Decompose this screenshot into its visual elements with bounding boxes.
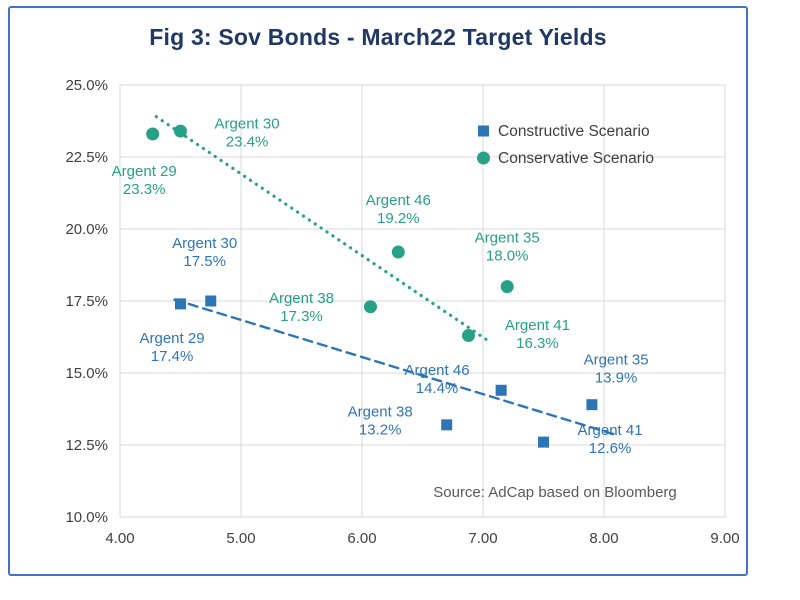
x-axis-tick-label: 8.00 [589,530,618,547]
x-axis-tick-label: 4.00 [105,530,134,547]
y-axis-tick-label: 10.0% [65,509,108,526]
data-point-square [175,298,186,310]
plot-border [119,84,726,518]
x-axis-tick-label: 5.00 [226,530,255,547]
x-axis-tick-label: 6.00 [347,530,376,547]
trendline-conservative [154,115,491,343]
x-axis-tick-label: 9.00 [710,530,739,547]
data-point-circle [363,300,377,314]
data-point-square [441,419,453,431]
y-axis-tick-label: 17.5% [65,293,108,310]
legend-label: Constructive Scenario [498,123,650,140]
chart-frame: 4.00 5.00 6.00 7.00 8.00 9.00 10.0% 12.5% 15.0% 1… [8,6,748,576]
data-point-label: Argent 29 17.4% [140,330,205,365]
y-axis-tick-label: 15.0% [65,365,108,382]
data-point-label: Argent 38 13.2% [348,404,413,439]
trendline-constructive [173,298,618,437]
chart-title: Fig 3: Sov Bonds - March22 Target Yields [149,24,607,50]
data-point-label: Argent 46 19.2% [366,192,431,227]
data-point-label: Argent 35 13.9% [584,352,649,387]
data-point-square [205,295,217,307]
data-point-label: Argent 30 17.5% [172,235,237,270]
legend-marker-square [478,125,489,137]
legend-marker-circle [477,151,490,165]
legend-label: Conservative Scenario [498,150,654,167]
data-point-label: Argent 41 12.6% [578,422,643,457]
y-axis-tick-label: 22.5% [65,149,108,166]
data-point-label: Argent 29 23.3% [112,163,177,198]
y-axis-tick-label: 20.0% [65,221,108,238]
data-point-label: Argent 35 18.0% [475,229,540,264]
data-point-circle [391,245,405,259]
data-point-label: Argent 41 16.3% [505,317,570,352]
data-point-circle [461,329,475,343]
y-axis-tick-label: 25.0% [65,77,108,94]
data-point-circle [174,124,187,138]
data-point-square [586,399,598,411]
data-point-label: Argent 30 23.4% [215,116,280,151]
y-axis-tick-label: 12.5% [65,437,108,454]
scatter-chart: 4.00 5.00 6.00 7.00 8.00 9.00 10.0% 12.5% 15.0% 1… [65,77,739,547]
source-note: Source: AdCap based on Bloomberg [433,484,677,501]
x-axis-tick-label: 7.00 [468,530,497,547]
data-point-circle [500,280,514,294]
data-point-circle [146,127,160,141]
data-point-square [495,384,507,396]
data-point-square [538,436,549,448]
data-point-label: Argent 38 17.3% [269,290,334,325]
data-point-label: Argent 46 14.4% [404,362,469,397]
